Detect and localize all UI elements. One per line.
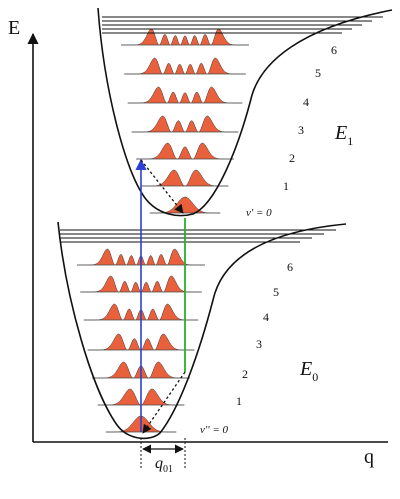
- upper-level-labels: 6 5 4 3 2 1 v' = 0: [246, 43, 337, 219]
- upper-wavefunction: [136, 142, 234, 160]
- lower-potential-curve: [57, 221, 347, 440]
- upper-continuum-lines: [102, 16, 383, 34]
- lower-relaxation-arrow: [142, 371, 186, 434]
- lower-level-label: 4: [263, 310, 269, 324]
- upper-potential-curve: [97, 7, 393, 217]
- lower-level-label: 2: [242, 367, 248, 381]
- lower-continuum-lines: [60, 229, 336, 243]
- y-axis-label: E: [8, 17, 20, 39]
- q01-label: q01: [155, 455, 173, 475]
- upper-state-label: E1: [334, 122, 353, 148]
- upper-level-label: 5: [315, 66, 321, 80]
- upper-wavefunction: [141, 169, 229, 187]
- lower-level-label: 5: [273, 285, 279, 299]
- lower-state-label: E0: [299, 358, 318, 384]
- upper-wavefunction: [121, 28, 249, 46]
- lower-level-label: 6: [287, 260, 293, 274]
- upper-ground-label: v' = 0: [246, 207, 272, 219]
- lower-level-label: 1: [236, 394, 242, 408]
- axes: E q: [8, 17, 388, 468]
- upper-wavefunction: [124, 57, 246, 75]
- lower-level-label: 3: [256, 337, 262, 351]
- x-axis-label: q: [364, 446, 374, 468]
- upper-relaxation-arrow: [140, 159, 184, 214]
- transitions: [135, 158, 186, 434]
- upper-level-label: 2: [289, 151, 295, 165]
- lower-ground-label: v'' = 0: [200, 424, 229, 436]
- upper-level-label: 1: [283, 179, 289, 193]
- upper-level-label: 6: [331, 43, 337, 57]
- upper-wavefunctions: [121, 28, 249, 214]
- displacement-marker: q01: [140, 438, 186, 475]
- upper-level-label: 3: [298, 123, 304, 137]
- upper-wavefunction: [131, 115, 239, 133]
- lower-level-labels: 6 5 4 3 2 1 v'' = 0: [200, 260, 293, 436]
- upper-wavefunction: [127, 86, 243, 104]
- upper-level-label: 4: [303, 95, 309, 109]
